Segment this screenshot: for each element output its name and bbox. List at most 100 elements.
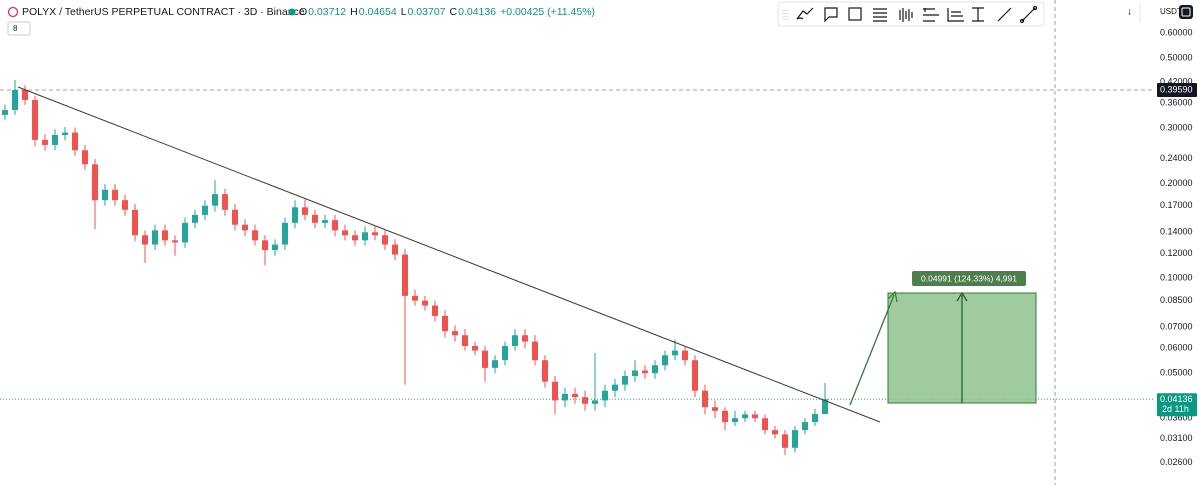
indicator-toggle[interactable] <box>7 21 31 36</box>
candle-body <box>822 399 828 415</box>
y-tick-label: 0.60000 <box>1160 27 1193 37</box>
candle-body <box>322 220 328 223</box>
candle-body <box>392 244 398 255</box>
y-tick-label: 0.36000 <box>1160 97 1193 107</box>
candle-body <box>112 189 118 201</box>
tool-ray[interactable] <box>997 7 1012 22</box>
candle-body <box>772 430 778 435</box>
tool-rectangle[interactable] <box>848 7 862 21</box>
candle-body <box>122 200 128 210</box>
y-tick-label: 0.17000 <box>1160 200 1193 210</box>
candle-body <box>102 189 108 201</box>
tool-pattern[interactable] <box>899 8 913 22</box>
candle-body <box>32 99 38 140</box>
tool-position[interactable] <box>923 8 939 22</box>
measure-label-box <box>912 271 1026 286</box>
candle-body <box>652 365 658 374</box>
tool-brush[interactable] <box>796 7 814 20</box>
candle-body <box>622 376 628 385</box>
candle-body <box>712 407 718 411</box>
y-tick-label: 0.05000 <box>1160 368 1193 378</box>
symbol-logo <box>7 6 19 18</box>
candle-body <box>582 397 588 404</box>
indicator-count[interactable]: 8 <box>13 24 18 33</box>
y-tick-label: 0.42000 <box>1160 76 1193 86</box>
candle-body <box>352 235 358 241</box>
tool-forecast[interactable] <box>947 8 964 22</box>
candle-body <box>272 244 278 251</box>
candle-body <box>682 350 688 361</box>
candle-body <box>762 418 768 431</box>
y-tick-label: 0.08500 <box>1160 295 1193 305</box>
market-status <box>288 8 296 16</box>
price-axis: 0.60000 0.50000 0.42000 0.36000 0.30000 0.240… <box>1157 27 1197 467</box>
ohlc-value: 0.03707 <box>408 6 446 18</box>
candle-body <box>2 110 8 115</box>
y-tick-label: 0.07000 <box>1160 322 1193 332</box>
plot-area <box>0 79 1155 456</box>
ohlc-legend: O 0.03712 H 0.04654 L 0.03707 C 0.04136 +0.00425… <box>299 6 595 18</box>
y-tick-label: 0.14000 <box>1160 227 1193 237</box>
symbol-title[interactable]: POLYX / TetherUS PERPETUAL CONTRACT · 3D… <box>22 6 305 18</box>
crosshair-price-box <box>1157 82 1197 97</box>
measure-label: 0.04991 (124.33%) 4,991 <box>921 273 1017 283</box>
candle-body <box>522 335 528 342</box>
candle-body <box>302 207 308 215</box>
tool-callout[interactable] <box>824 7 838 23</box>
candle-body <box>482 350 488 368</box>
candle-body <box>502 346 508 361</box>
candle-body <box>42 139 48 145</box>
candle-body <box>662 355 668 366</box>
candle-body <box>532 341 538 361</box>
candle-body <box>92 164 98 201</box>
candle-body <box>612 384 618 391</box>
candle-body <box>702 390 708 408</box>
candle-body <box>512 335 518 347</box>
currency[interactable]: USDT <box>1160 7 1182 16</box>
candle-body <box>722 410 728 423</box>
ohlc-value: 0.04136 <box>458 6 496 18</box>
candle-body <box>52 134 58 145</box>
candle-body <box>732 418 738 423</box>
projection-arrow <box>849 294 895 406</box>
candle-body <box>562 393 568 401</box>
ohlc-key: H <box>350 6 358 18</box>
candle-body <box>602 390 608 401</box>
candle-body <box>382 235 388 245</box>
ohlc-key: O <box>299 6 307 18</box>
candle-body <box>802 422 808 431</box>
candle-body <box>82 150 88 165</box>
candle-body <box>542 360 548 382</box>
tool-trendline[interactable] <box>1021 7 1036 22</box>
candle-body <box>332 220 338 231</box>
y-tick-label: 0.10000 <box>1160 273 1193 283</box>
candle-body <box>162 230 168 241</box>
candle-body <box>242 224 248 231</box>
tool-text[interactable] <box>972 7 984 22</box>
candle-body <box>792 430 798 448</box>
candle-body <box>492 360 498 368</box>
last-price-box <box>1157 393 1197 417</box>
drawing-toolbar <box>777 1 1045 27</box>
candle-body <box>692 360 698 391</box>
candle-body <box>782 434 788 448</box>
tool-dot <box>1019 18 1025 24</box>
y-tick-label: 0.06000 <box>1160 343 1193 353</box>
candle-body <box>182 222 188 243</box>
candle-body <box>222 194 228 210</box>
candle-body <box>432 305 438 316</box>
trendline[interactable] <box>17 86 881 423</box>
ohlc-value: 0.03712 <box>308 6 346 18</box>
candle-body <box>132 209 138 236</box>
scale-arrow[interactable]: ↓ <box>1127 7 1132 18</box>
tool-fib[interactable] <box>873 8 887 22</box>
candle-body <box>632 370 638 377</box>
candle-body <box>22 89 28 100</box>
settings-button[interactable] <box>1179 5 1193 19</box>
ohlc-change: +0.00425 (+11.45%) <box>500 6 595 18</box>
candle-body <box>812 414 818 423</box>
candle-body <box>362 232 368 241</box>
candle-body <box>72 132 78 151</box>
measure-arrowhead <box>956 291 968 302</box>
